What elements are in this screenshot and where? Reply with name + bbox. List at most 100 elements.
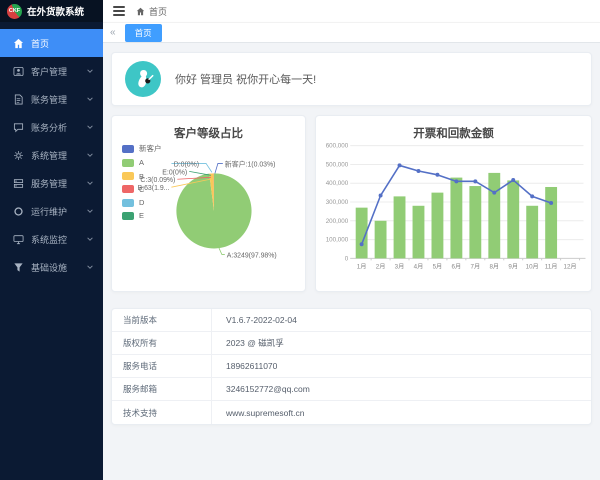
x-axis-tick-label: 12月 <box>564 263 577 270</box>
sidebar-item-label: 服务管理 <box>31 178 68 189</box>
pie-label-D: D:0(0%) <box>174 161 199 168</box>
pie-label-line-C <box>177 176 211 180</box>
line-point <box>473 179 478 184</box>
tab-首页[interactable]: 首页 <box>124 23 162 42</box>
user-icon <box>13 66 24 77</box>
info-value: 2023 @ 磁凯孚 <box>226 338 284 348</box>
sidebar-item-label: 系统监控 <box>31 234 68 245</box>
hamburger-menu-icon[interactable] <box>113 6 125 16</box>
legend-item-新客户[interactable]: 新客户 <box>122 143 162 154</box>
sidebar-item-服务管理[interactable]: 服务管理 <box>0 169 103 197</box>
bar-4月 <box>412 205 425 259</box>
bar-6月 <box>450 177 463 259</box>
y-axis-tick-label: 200,000 <box>326 218 349 225</box>
sidebar-item-基础设施[interactable]: 基础设施 <box>0 253 103 281</box>
pie-label-line-B <box>171 178 211 188</box>
line-point <box>511 178 516 183</box>
legend-swatch <box>122 144 134 153</box>
main-area: 首页 « 首页 你好 管理员 祝你开心每一天! 客户等级占比 新客户 A B C D E … <box>103 0 600 480</box>
bar-11月 <box>545 186 558 259</box>
sidebar-item-系统管理[interactable]: 系统管理 <box>0 141 103 169</box>
chevron-down-icon <box>86 67 94 75</box>
info-value: V1.6.7-2022-02-04 <box>226 315 297 325</box>
info-row: 服务邮箱 3246152772@qq.com <box>112 378 591 401</box>
chevron-down-icon <box>86 123 94 131</box>
sidebar-item-账务管理[interactable]: 账务管理 <box>0 85 103 113</box>
pie-label-line-新客户 <box>214 163 223 174</box>
page-content: 你好 管理员 祝你开心每一天! 客户等级占比 新客户 A B C D E 新客户:1(0.… <box>103 43 600 480</box>
chevron-down-icon <box>86 151 94 159</box>
y-axis-tick-label: 600,000 <box>326 143 349 150</box>
sidebar-item-客户管理[interactable]: 客户管理 <box>0 57 103 85</box>
info-value: 3246152772@qq.com <box>226 384 310 394</box>
sidebar-item-账务分析[interactable]: 账务分析 <box>0 113 103 141</box>
pie-chart-title: 客户等级占比 <box>174 128 243 140</box>
tabs-container: 首页 <box>124 23 162 42</box>
info-row: 当前版本 V1.6.7-2022-02-04 <box>112 309 591 332</box>
bar-chart-card: 开票和回款金额 100,000 200,000 300,000 400,000 500,… <box>315 115 592 292</box>
sidebar-item-运行维护[interactable]: 运行维护 <box>0 197 103 225</box>
pie-label-line-D <box>171 163 213 173</box>
x-axis-tick-label: 3月 <box>395 263 405 270</box>
x-axis-tick-label: 11月 <box>545 263 558 270</box>
legend-label: B <box>139 171 145 181</box>
info-label: 版权所有 <box>112 332 212 354</box>
info-label: 技术支持 <box>112 401 212 424</box>
server-icon <box>13 178 24 189</box>
legend-label: D <box>139 198 145 208</box>
legend-item-A[interactable]: A <box>122 158 162 167</box>
sidebar-item-系统监控[interactable]: 系统监控 <box>0 225 103 253</box>
breadcrumb[interactable]: 首页 <box>136 5 167 18</box>
info-value: www.supremesoft.cn <box>226 407 305 418</box>
y-axis-tick-label: 500,000 <box>326 161 349 168</box>
line-point <box>454 179 459 184</box>
pie-slice-A <box>176 173 252 249</box>
info-label: 服务邮箱 <box>112 378 212 400</box>
bar-10月 <box>526 205 539 259</box>
chevron-down-icon <box>86 179 94 187</box>
x-axis-tick-label: 2月 <box>376 263 386 270</box>
line-point <box>397 163 402 168</box>
bar-2月 <box>374 220 387 259</box>
collapse-tabs-icon[interactable]: « <box>110 27 116 38</box>
charts-row: 客户等级占比 新客户 A B C D E 新客户:1(0.03%) A:3249(97.98… <box>111 115 592 292</box>
greeting-card: 你好 管理员 祝你开心每一天! <box>111 52 592 106</box>
pie-label-A: A:3249(97.98%) <box>227 252 277 259</box>
legend-label: 新客户 <box>139 144 162 153</box>
line-point <box>378 193 383 198</box>
legend-item-E[interactable]: E <box>122 211 162 220</box>
sidebar-item-label: 系统管理 <box>31 150 68 161</box>
system-info-table: 当前版本 V1.6.7-2022-02-04 版权所有 2023 @ 磁凯孚 服务电话 1… <box>111 308 592 425</box>
chat-icon <box>13 122 24 133</box>
tab-bar: « 首页 <box>103 22 600 43</box>
top-header: 首页 <box>103 0 600 22</box>
legend-item-B[interactable]: B <box>122 172 162 181</box>
x-axis-tick-label: 1月 <box>357 263 367 270</box>
bar-chart-title: 开票和回款金额 <box>413 128 494 140</box>
mascot-icon <box>137 69 153 87</box>
pie-label-C: C:3(0.09%) <box>140 177 175 184</box>
x-axis-tick-label: 10月 <box>526 263 539 270</box>
legend-item-C[interactable]: C <box>122 185 162 194</box>
sidebar-item-首页[interactable]: 首页 <box>0 29 103 57</box>
legend-item-D[interactable]: D <box>122 198 162 207</box>
line-point <box>492 190 497 195</box>
bar-7月 <box>469 186 482 259</box>
x-axis-tick-label: 9月 <box>508 263 518 270</box>
bar-8月 <box>488 172 501 259</box>
legend-swatch <box>122 211 134 220</box>
info-row: 版权所有 2023 @ 磁凯孚 <box>112 332 591 355</box>
line-point <box>549 200 554 205</box>
gear-icon <box>13 150 24 161</box>
breadcrumb-label: 首页 <box>149 6 168 17</box>
pie-label-E: E:0(0%) <box>162 169 187 176</box>
logo: CKF 在外货款系统 <box>0 0 103 22</box>
chevron-down-icon <box>86 95 94 103</box>
info-value: 18962611070 <box>226 361 278 371</box>
legend-label: C <box>139 184 145 194</box>
y-axis-tick-label: 400,000 <box>326 180 349 187</box>
x-axis-tick-label: 5月 <box>433 263 443 270</box>
line-point <box>530 194 535 199</box>
monitor-icon <box>13 234 24 245</box>
sidebar: CKF 在外货款系统 首页 客户管理 账务管理 账务分析系统管理服务管理运行维护系统监… <box>0 0 103 480</box>
